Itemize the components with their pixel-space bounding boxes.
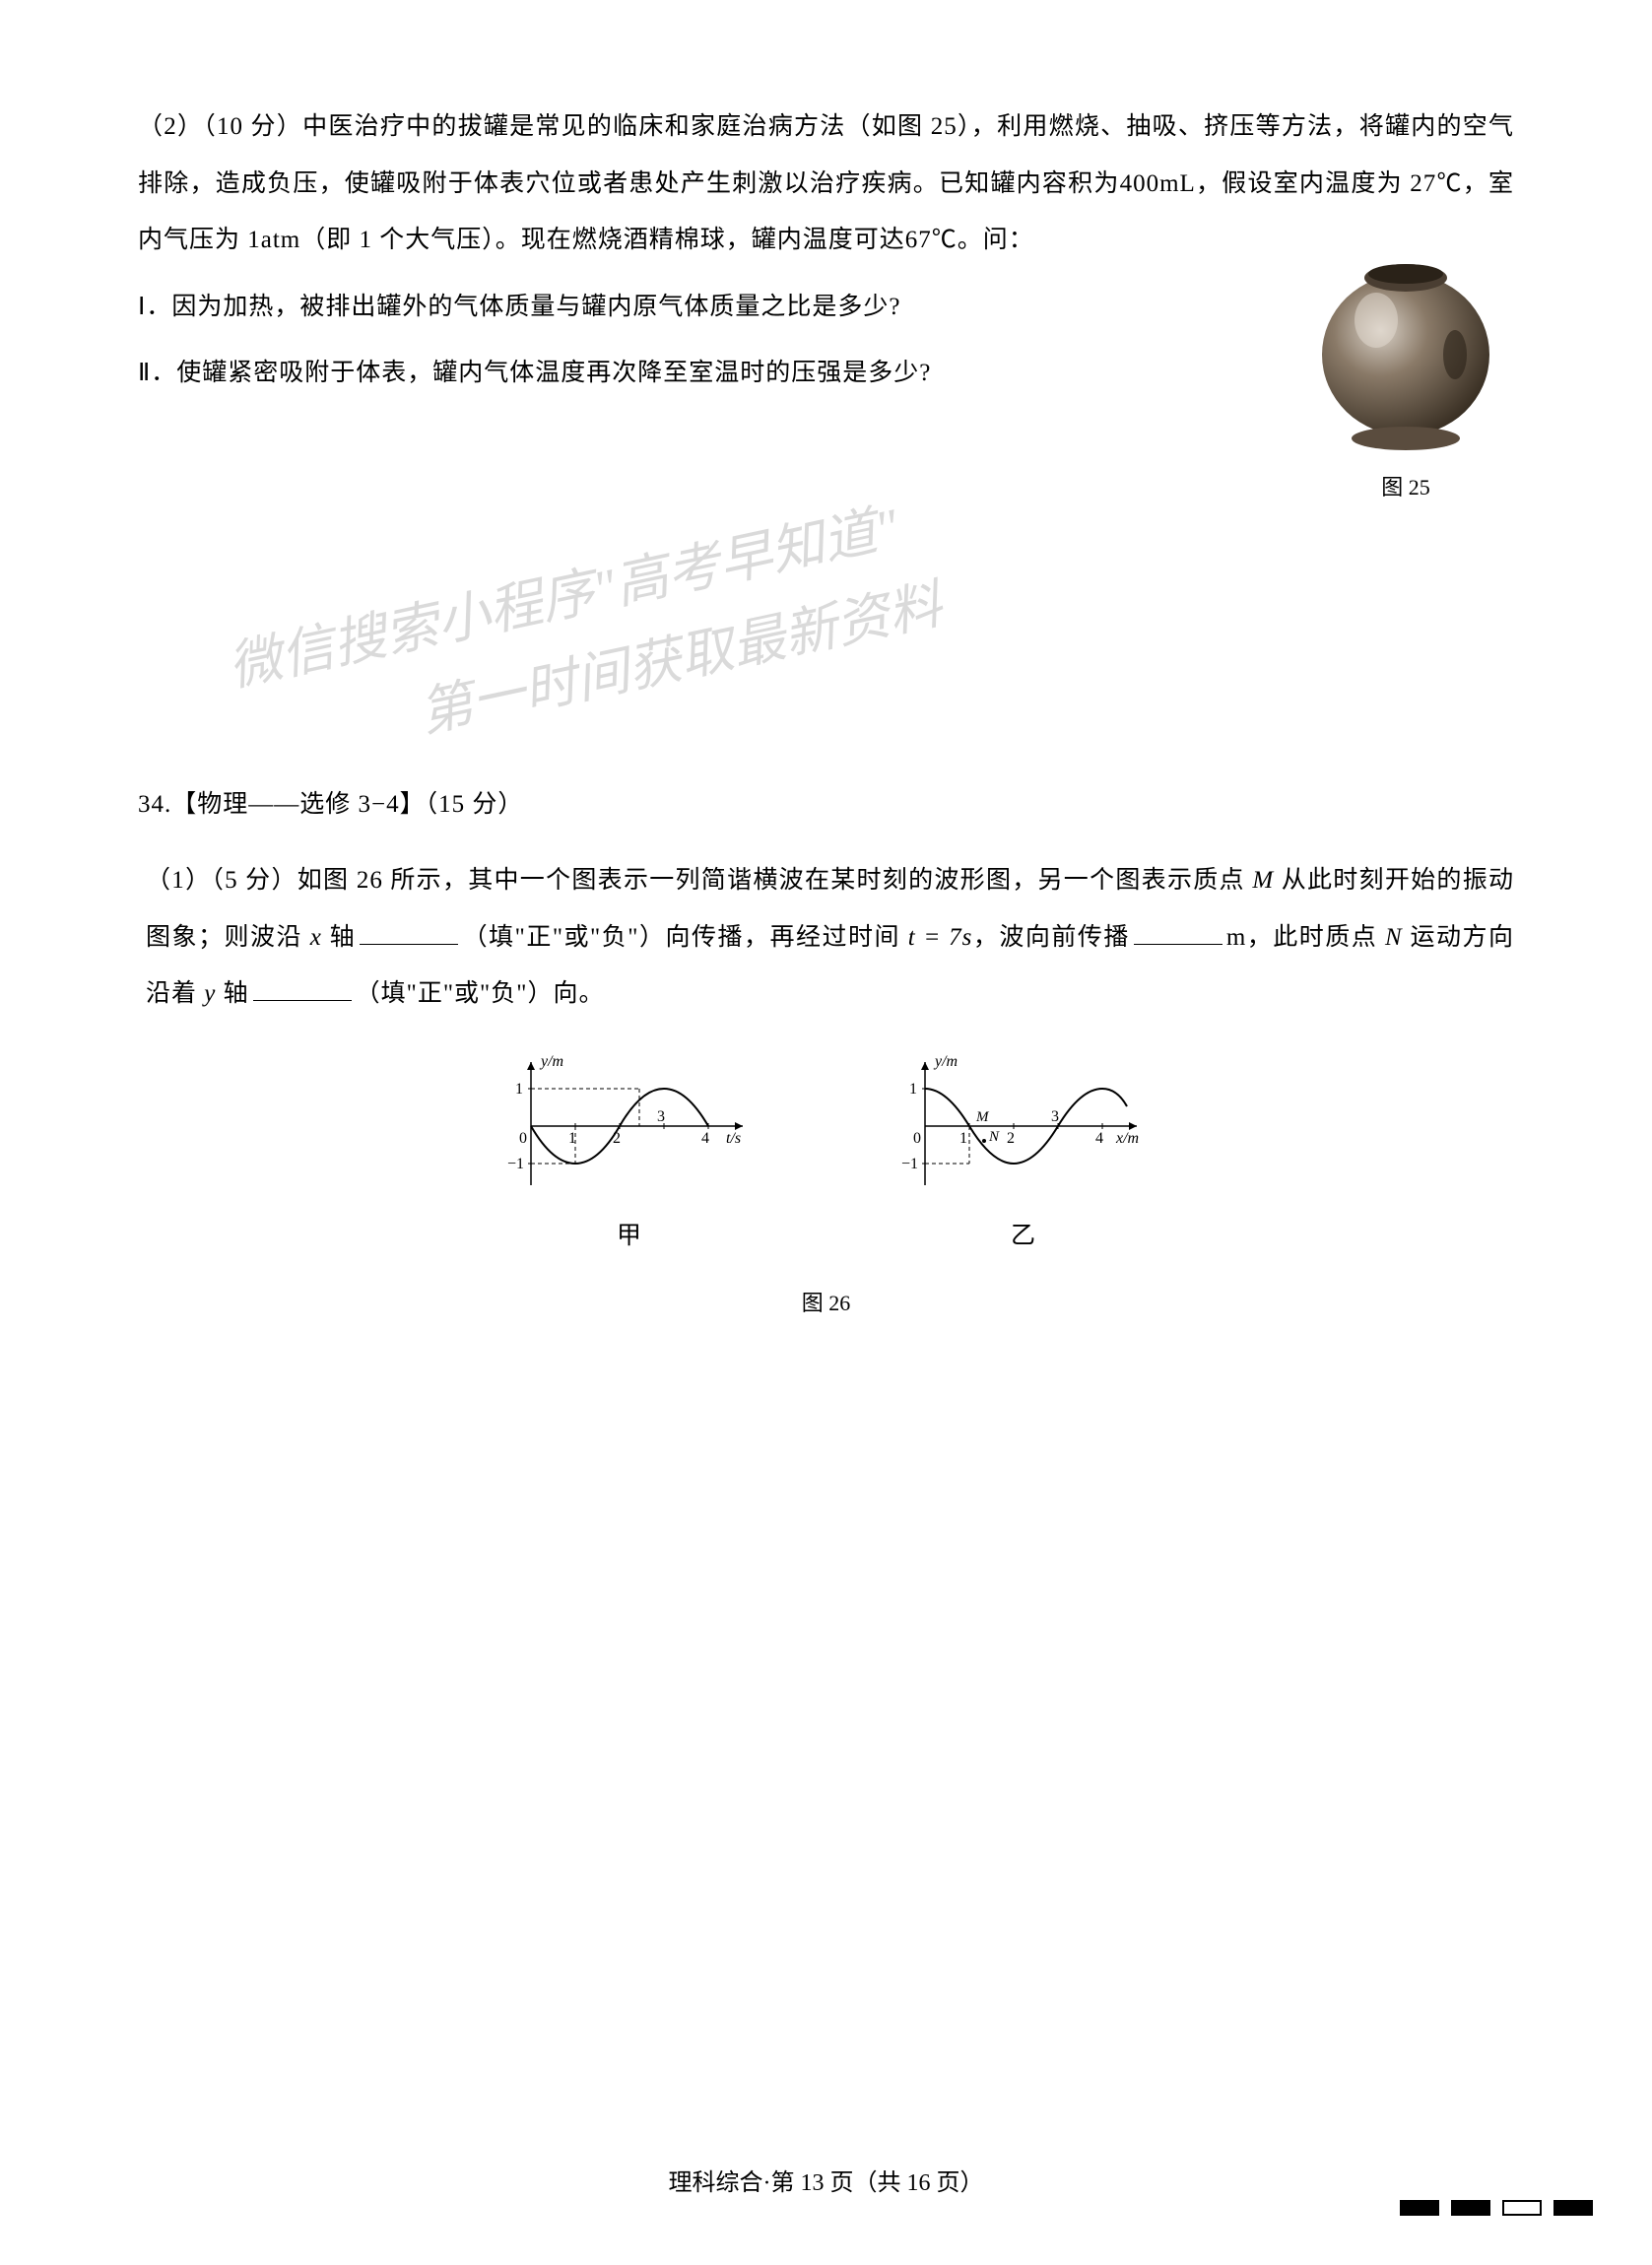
- question-34-block: 34.【物理——选修 3−4】（15 分） （1）（5 分）如图 26 所示，其…: [138, 776, 1514, 1329]
- jia-x4: 4: [701, 1130, 709, 1147]
- chart-jia-label: 甲: [501, 1208, 758, 1265]
- chart-yi: y/m x/m 0 1 2 3 4 1 −1 M N: [895, 1052, 1152, 1200]
- jia-x0: 0: [519, 1130, 527, 1147]
- chart-yi-label: 乙: [895, 1208, 1152, 1265]
- figure-25-container: 图 25: [1297, 246, 1514, 513]
- yi-y1: 1: [909, 1081, 917, 1098]
- chart-jia: y/m t/s 0 1 2 3 4 1 −1: [501, 1052, 758, 1200]
- q34-mid7: 轴: [216, 980, 248, 1007]
- jia-x3: 3: [657, 1108, 665, 1125]
- blank-3[interactable]: [253, 971, 352, 1001]
- q34-body: （1）（5 分）如图 26 所示，其中一个图表示一列简谐横波在某时刻的波形图，另…: [138, 852, 1514, 1023]
- var-m: M: [1252, 867, 1274, 894]
- blank-1[interactable]: [360, 915, 458, 945]
- jia-y1: 1: [515, 1081, 523, 1098]
- yi-x1: 1: [959, 1130, 967, 1147]
- question-2-block: （2）（10 分）中医治疗中的拔罐是常见的临床和家庭治病方法（如图 25），利用…: [138, 99, 1514, 402]
- cupping-jar-image: [1307, 246, 1504, 453]
- yi-x0: 0: [913, 1130, 921, 1147]
- q34-header: 34.【物理——选修 3−4】（15 分）: [138, 776, 1514, 833]
- q2-intro: （2）（10 分）中医治疗中的拔罐是常见的临床和家庭治病方法（如图 25），利用…: [138, 99, 1514, 269]
- q34-mid2: 轴: [322, 924, 356, 951]
- page-marks: [1400, 2200, 1593, 2216]
- var-y: y: [204, 980, 216, 1007]
- mark-3: [1502, 2200, 1542, 2216]
- jar-icon: [1307, 246, 1504, 453]
- jia-yn1: −1: [507, 1156, 524, 1172]
- jia-ylabel: y/m: [539, 1053, 563, 1070]
- yi-yn1: −1: [901, 1156, 918, 1172]
- q34-mid8: （填"正"或"负"）向。: [356, 980, 605, 1007]
- q34-pre: （1）（5 分）如图 26 所示，其中一个图表示一列简谐横波在某时刻的波形图，另…: [146, 867, 1252, 894]
- q34-mid4: ，波向前传播: [972, 924, 1130, 951]
- mark-1: [1400, 2200, 1439, 2216]
- point-m-label: M: [975, 1109, 990, 1125]
- chart-jia-box: y/m t/s 0 1 2 3 4 1 −1 甲: [501, 1052, 758, 1265]
- mark-4: [1553, 2200, 1593, 2216]
- mark-2: [1451, 2200, 1490, 2216]
- point-n-label: N: [988, 1129, 1000, 1145]
- yi-xlabel: x/m: [1115, 1130, 1139, 1147]
- q34-mid5: m，此时质点: [1226, 924, 1385, 951]
- q34-text: （1）（5 分）如图 26 所示，其中一个图表示一列简谐横波在某时刻的波形图，另…: [146, 852, 1514, 1023]
- var-t: t = 7s: [908, 924, 973, 951]
- blank-2[interactable]: [1134, 915, 1222, 945]
- yi-ylabel: y/m: [933, 1053, 958, 1070]
- fig25-caption: 图 25: [1297, 463, 1514, 513]
- yi-x2: 2: [1007, 1130, 1015, 1147]
- var-x: x: [310, 924, 322, 951]
- watermark-line1: 微信搜索小程序"高考早知道": [221, 442, 1105, 710]
- q34-mid3: （填"正"或"负"）向传播，再经过时间: [462, 924, 908, 951]
- var-n: N: [1385, 924, 1403, 951]
- jia-xlabel: t/s: [726, 1130, 741, 1147]
- yi-x4: 4: [1095, 1130, 1103, 1147]
- watermark-line2: 第一时间获取最新资料: [412, 526, 1123, 757]
- point-m-dot: [982, 1139, 986, 1143]
- charts-row: y/m t/s 0 1 2 3 4 1 −1 甲: [138, 1052, 1514, 1265]
- yi-x3: 3: [1051, 1108, 1059, 1125]
- jia-x1: 1: [568, 1130, 576, 1147]
- chart-yi-box: y/m x/m 0 1 2 3 4 1 −1 M N: [895, 1052, 1152, 1265]
- fig26-caption: 图 26: [138, 1279, 1514, 1329]
